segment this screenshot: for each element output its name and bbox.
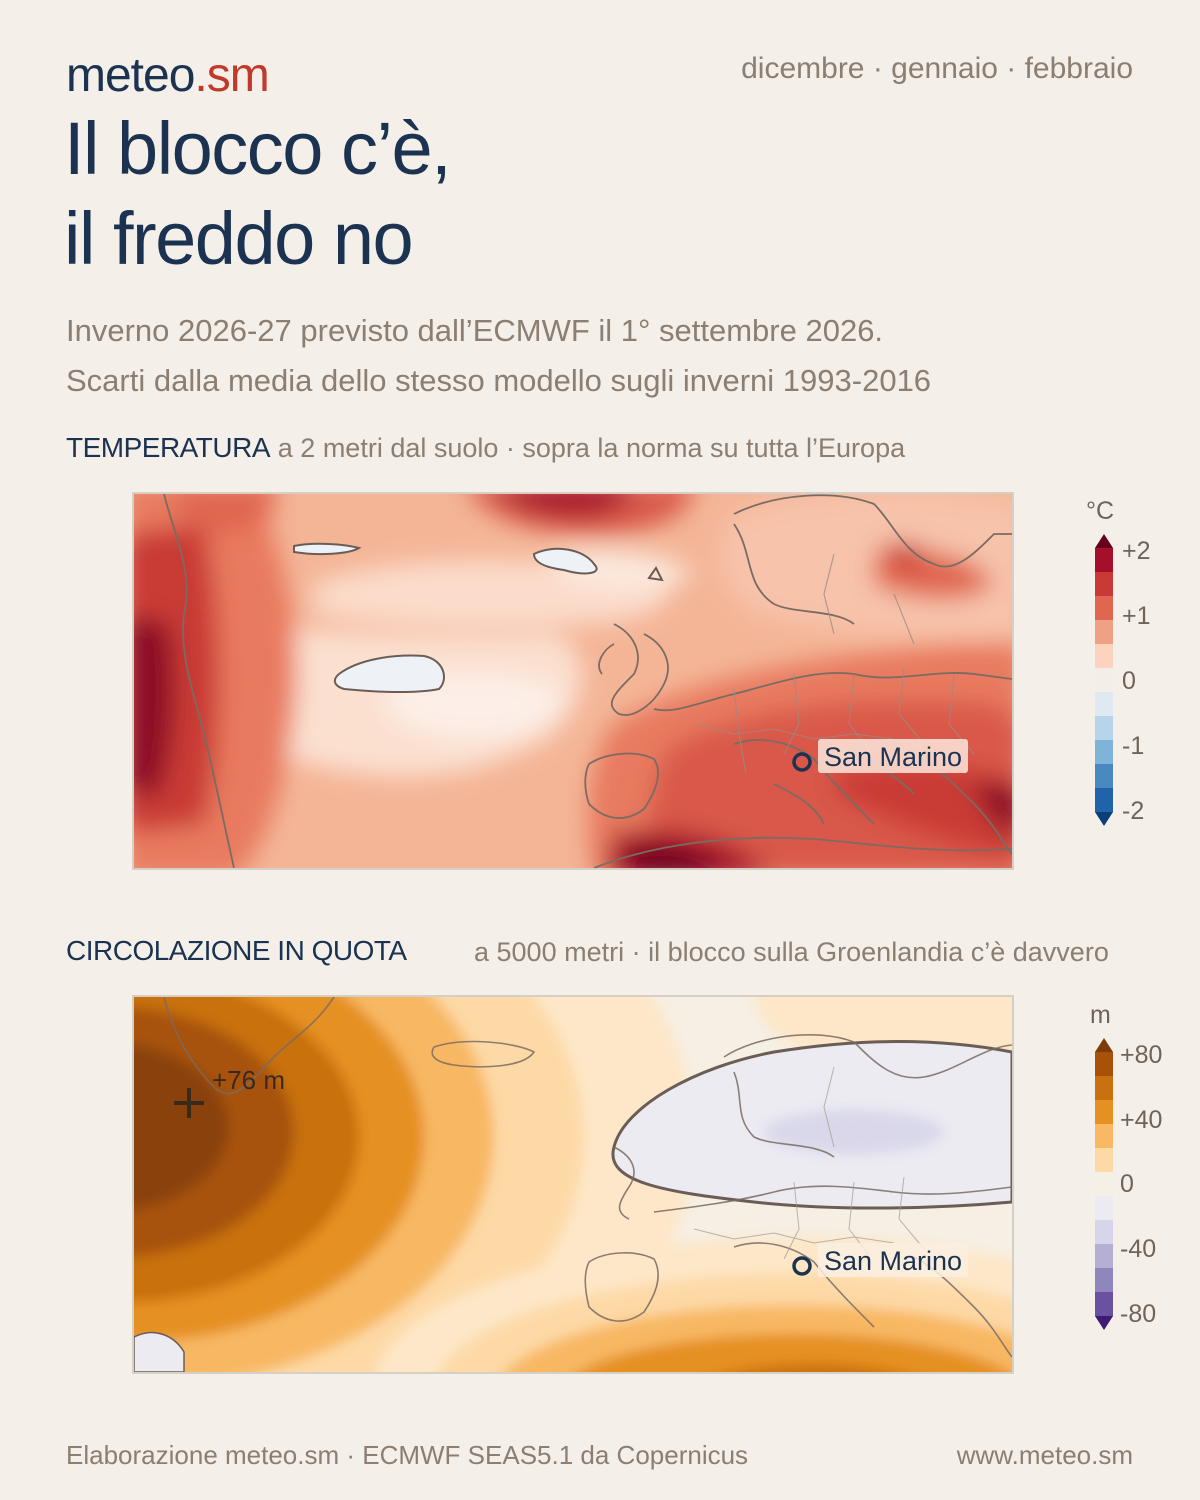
geopotential-legend-label-plus80: +80 [1120,1041,1163,1069]
geopotential-legend-swatch [1095,1124,1113,1149]
footer-url[interactable]: www.meteo.sm [956,1440,1133,1470]
geopotential-legend-top-triangle [1095,1038,1113,1052]
geopotential-legend-swatch [1095,1100,1113,1125]
geopotential-map: +76 m San Marino [132,995,1014,1374]
temperature-legend-swatch [1095,572,1113,597]
temperature-description: a 2 metri dal suolo · sopra la norma su … [277,433,906,463]
geopotential-legend-bar [1095,1038,1113,1330]
temperature-legend-bottom-triangle [1095,812,1113,826]
temperature-section-heading: TEMPERATURA a 2 metri dal suolo · sopra … [66,432,905,464]
page-subtitle: Inverno 2026-27 previsto dall’ECMWF il 1… [66,306,931,406]
temperature-heading: TEMPERATURA [66,432,271,463]
temperature-legend-swatch [1095,596,1113,621]
temperature-map: San Marino [132,492,1014,870]
geopotential-legend-label-0: 0 [1120,1170,1134,1198]
geopotential-legend-swatch [1095,1076,1113,1101]
title-line-1: Il blocco c’è, [64,107,452,190]
temperature-legend-swatch [1095,788,1113,813]
geopotential-legend-label-minus40: -40 [1120,1235,1157,1263]
subtitle-line-2: Scarti dalla media dello stesso modello … [66,363,932,398]
temperature-legend-swatch [1095,716,1113,741]
geopotential-legend-swatch [1095,1268,1113,1293]
geopotential-section-description: a 5000 metri · il blocco sulla Groenland… [474,936,1109,968]
san-marino-marker-geopotential [792,1256,812,1276]
subtitle-line-1: Inverno 2026-27 previsto dall’ECMWF il 1… [66,313,884,348]
max-anomaly-label: +76 m [212,1065,285,1095]
san-marino-label-geopotential: San Marino [824,1246,962,1276]
page-title: Il blocco c’è, il freddo no [64,104,452,284]
san-marino-label: San Marino [824,742,962,772]
geopotential-legend-label-plus40: +40 [1120,1106,1163,1134]
geopotential-legend-swatch [1095,1172,1113,1197]
brand-main: meteo [66,49,195,102]
geopotential-legend-swatch [1095,1292,1113,1317]
geopotential-legend-swatch [1095,1244,1113,1269]
geopotential-heading: CIRCOLAZIONE IN QUOTA [66,935,407,966]
temperature-legend-unit: °C [1086,497,1115,525]
temperature-map-canvas: San Marino [134,494,1012,868]
temperature-legend-label-minus1: -1 [1122,732,1145,760]
max-anomaly-marker [174,1088,204,1118]
temperature-legend-bar [1095,534,1113,826]
temperature-legend-label-plus1: +1 [1122,602,1151,630]
temperature-legend-label-minus2: -2 [1122,797,1145,825]
geopotential-legend-swatch [1095,1220,1113,1245]
brand-logo: meteo.sm [66,48,270,103]
season-months: dicembre · gennaio · febbraio [741,52,1133,85]
temperature-legend-swatch [1095,620,1113,645]
temperature-legend-swatch [1095,692,1113,717]
geopotential-legend-swatch [1095,1052,1113,1077]
geopotential-map-canvas: +76 m San Marino [134,997,1012,1372]
title-line-2: il freddo no [64,197,414,280]
geopotential-legend-bottom-triangle [1095,1316,1113,1330]
geopotential-legend-label-minus80: -80 [1120,1300,1157,1328]
temperature-legend-label-0: 0 [1122,667,1136,695]
temperature-legend-top-triangle [1095,534,1113,548]
temperature-legend-label-plus2: +2 [1122,537,1151,565]
geopotential-section-heading: CIRCOLAZIONE IN QUOTA [66,935,407,967]
geopotential-legend-unit: m [1090,1001,1111,1029]
geopotential-legend-swatch [1095,1148,1113,1173]
geopotential-description: a 5000 metri · il blocco sulla Groenland… [474,937,1109,967]
footer-source: Elaborazione meteo.sm · ECMWF SEAS5.1 da… [66,1440,749,1470]
temperature-legend-swatch [1095,764,1113,789]
brand-suffix: .sm [194,49,269,102]
temperature-legend-swatch [1095,668,1113,693]
temperature-legend-swatch [1095,740,1113,765]
temperature-legend-swatch [1095,644,1113,669]
temperature-legend-swatch [1095,548,1113,573]
san-marino-marker [792,752,812,772]
geopotential-legend-swatch [1095,1196,1113,1221]
